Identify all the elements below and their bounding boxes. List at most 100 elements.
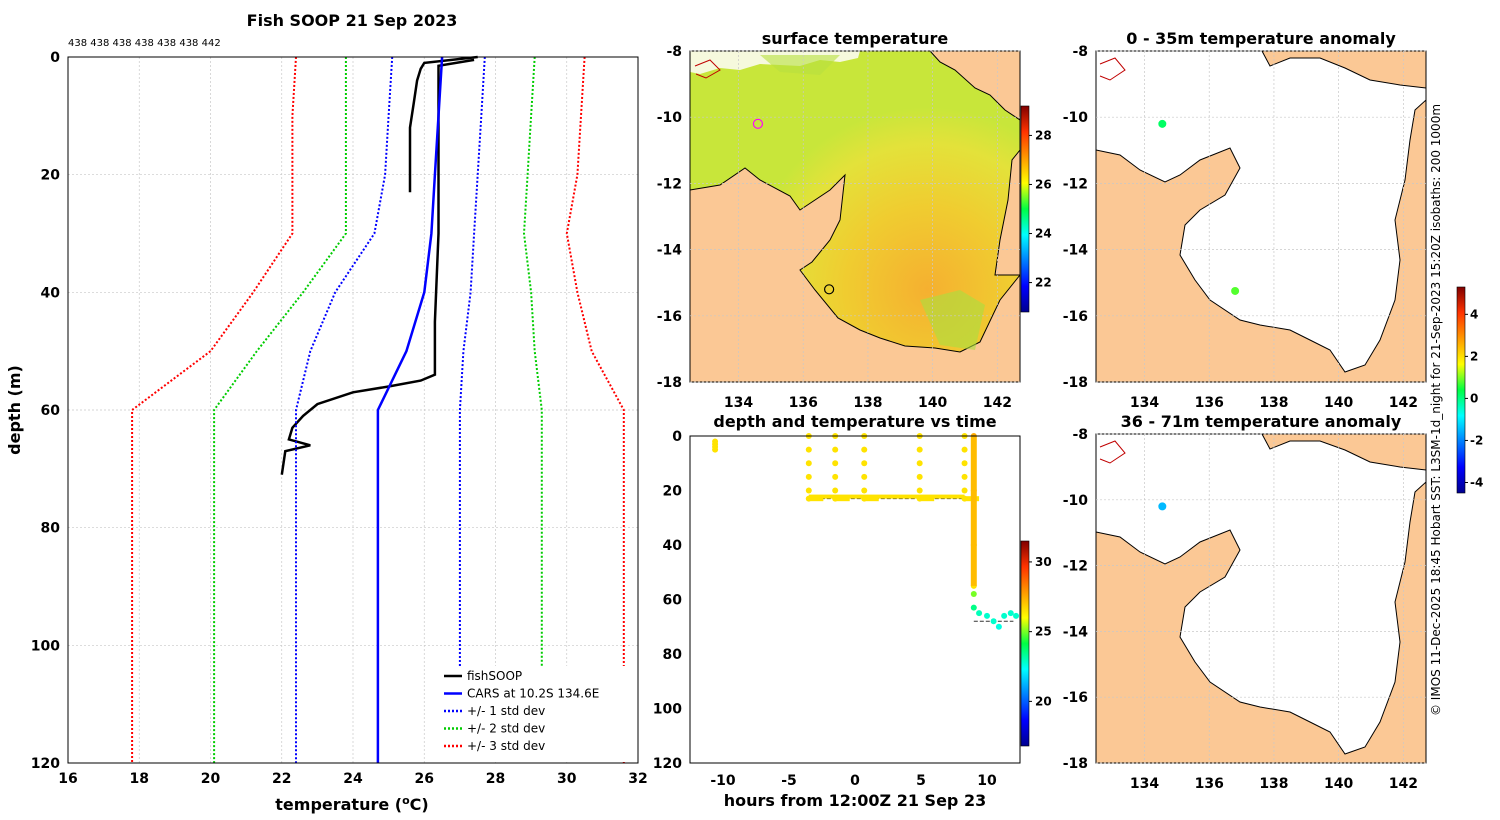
cast-point: [961, 460, 968, 467]
anomaly-colorbar-ticks: -4 -2 0 2 4: [1465, 307, 1483, 489]
x-tick-label: 22: [272, 771, 291, 787]
x-tick-label: 136: [789, 395, 818, 411]
cast-point: [805, 460, 812, 467]
y-tick-label: -18: [1063, 756, 1088, 772]
profile-top-annotation: 438 438 438 438 438 438 442: [68, 38, 221, 49]
bottom-band: [808, 494, 965, 499]
colorbar-tick-label: 22: [1035, 276, 1052, 290]
sst-green-patch: [920, 290, 985, 350]
series--2-std-dev: [213, 57, 347, 763]
cast-point: [916, 487, 923, 494]
profile-ylabel: depth (m): [5, 365, 24, 455]
series-fishsoop-b: [280, 58, 475, 475]
deep-point: [984, 612, 990, 619]
colorbar-tick-label: 20: [1035, 694, 1052, 708]
series--3-std-dev-hi: [565, 56, 625, 763]
y-tick-label: 60: [41, 403, 61, 419]
x-tick-label: -5: [781, 773, 797, 789]
x-tick-label: 140: [1324, 776, 1353, 792]
series-cars-at-10-2s-134-6e: [376, 56, 444, 763]
cast-point: [961, 487, 968, 494]
sst-ticks: 134 136 138 140 142 -8 -10 -12 -14 -16 -18: [657, 44, 1020, 411]
x-tick-label: 142: [1389, 395, 1418, 411]
anom-deep-land-south: [1096, 481, 1426, 763]
x-tick-label: 138: [853, 395, 882, 411]
y-tick-label: -16: [1063, 690, 1088, 706]
profile-axes-frame: [67, 56, 639, 764]
x-tick-label: -10: [710, 773, 736, 789]
y-tick-label: 40: [41, 285, 61, 301]
cast-point: [916, 446, 923, 453]
series--3-std-dev: [131, 56, 297, 763]
deep-point: [976, 610, 983, 617]
y-tick-label: -12: [1063, 176, 1088, 192]
deep-point: [1007, 610, 1014, 617]
cast-point: [916, 460, 923, 467]
y-tick-label: -12: [1063, 559, 1088, 575]
y-tick-label: -16: [657, 309, 682, 325]
sst-land-south: [690, 167, 1020, 382]
y-tick-label: 120: [31, 756, 60, 772]
legend-label: CARS at 10.2S 134.6E: [467, 687, 599, 701]
sst-colorbar-ticks: 22 24 26 28: [1029, 128, 1052, 290]
profile-legend: fishSOOP CARS at 10.2S 134.6E +/- 1 std de…: [438, 666, 636, 762]
x-tick-label: 134: [724, 395, 753, 411]
x-tick-label: 16: [58, 771, 77, 787]
x-tick-label: 134: [1130, 395, 1159, 411]
y-tick-label: -8: [1072, 44, 1088, 60]
sst-marker: [752, 118, 764, 129]
profile-xlabel-deg: o: [402, 794, 410, 807]
cast-point: [832, 460, 839, 467]
cast-point: [861, 487, 868, 494]
sst-markers: [752, 118, 835, 295]
depth-time-colorbar-ticks: 20 25 30: [1029, 555, 1052, 708]
series-fishsoop: [408, 55, 478, 193]
anom-deep-ticks: 134 136 138 140 142 -8 -10 -12 -14 -16 -18: [1063, 427, 1426, 792]
cast-point: [805, 446, 812, 453]
y-tick-label: -14: [1063, 624, 1089, 640]
x-tick-label: 10: [977, 773, 997, 789]
x-tick-label: 30: [557, 771, 577, 787]
legend-label: fishSOOP: [467, 669, 522, 683]
x-tick-label: 134: [1130, 776, 1159, 792]
sst-map-panel: surface temperature 134 136 138 140 142 -8 -10…: [657, 29, 1052, 411]
deep-point: [995, 623, 1002, 630]
colorbar-tick-label: 2: [1470, 349, 1478, 363]
y-tick-label: -10: [1063, 493, 1089, 509]
deep-point: [970, 591, 977, 598]
legend-label: +/- 2 std dev: [467, 722, 545, 736]
anom-deep-points: [1158, 502, 1167, 511]
x-tick-label: 140: [1324, 395, 1353, 411]
anom-shallow-panel: 0 - 35m temperature anomaly 134 136 138 140…: [1063, 29, 1427, 411]
y-tick-label: 80: [41, 521, 61, 537]
legend-label: +/- 1 std dev: [467, 704, 545, 718]
cast-point: [832, 446, 839, 453]
anom-deep-title: 36 - 71m temperature anomaly: [1121, 412, 1402, 431]
anom-shallow-title: 0 - 35m temperature anomaly: [1126, 29, 1396, 48]
x-tick-label: 24: [343, 771, 363, 787]
y-tick-label: -8: [1072, 427, 1088, 443]
colorbar-tick-label: 30: [1035, 555, 1052, 569]
colorbar-tick-label: -4: [1470, 475, 1483, 489]
y-tick-label: 100: [31, 638, 60, 654]
anom-shallow-coast-red: [1099, 57, 1126, 81]
x-tick-label: 142: [983, 395, 1012, 411]
y-tick-label: -14: [657, 243, 683, 259]
cast-point: [961, 473, 968, 480]
cast-point: [805, 487, 812, 494]
cast-point: [832, 473, 839, 480]
depth-time-colorbar: [1020, 540, 1030, 747]
y-tick-label: -18: [657, 375, 682, 391]
profile-xlabel-end: C): [410, 795, 429, 814]
cast-point: [805, 473, 812, 480]
deep-point: [990, 618, 997, 625]
x-tick-label: 32: [628, 771, 647, 787]
y-tick-label: 20: [663, 484, 683, 500]
y-tick-label: -10: [1063, 110, 1089, 126]
anom-shallow-land-north: [1261, 51, 1426, 89]
series--1-std-dev: [295, 56, 394, 763]
series--2-std-dev-hi: [522, 56, 543, 763]
x-tick-label: 142: [1389, 776, 1418, 792]
anom-deep-coast-red: [1099, 440, 1126, 464]
